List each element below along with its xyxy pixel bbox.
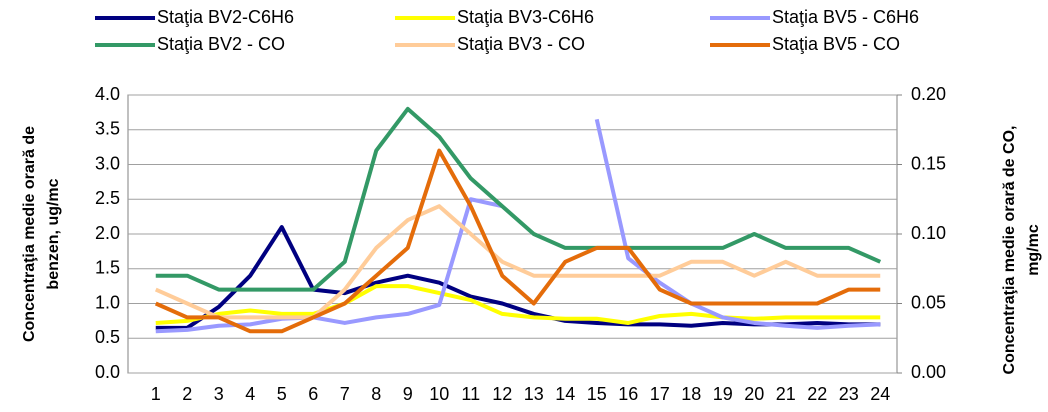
x-tick-label: 12 xyxy=(492,384,512,404)
y-tick-label: 4.0 xyxy=(95,84,120,104)
series-line xyxy=(154,204,881,320)
x-tick-label: 5 xyxy=(277,384,287,404)
legend-label: Staţia BV5 - CO xyxy=(772,34,900,54)
y2-tick-label: 0.05 xyxy=(911,292,946,312)
y-tick-label: 3.0 xyxy=(95,153,120,173)
x-tick-label: 2 xyxy=(182,384,192,404)
y-tick-label: 1.0 xyxy=(95,292,120,312)
x-tick-label: 19 xyxy=(713,384,733,404)
y2-axis-label: Concentraţia medie orară de CO, xyxy=(1001,126,1018,375)
x-tick-label: 17 xyxy=(650,384,670,404)
legend-label: Staţia BV3 - CO xyxy=(457,34,585,54)
x-tick-label: 13 xyxy=(524,384,544,404)
legend-label: Staţia BV2 - CO xyxy=(157,34,285,54)
y2-tick-label: 0.15 xyxy=(911,153,946,173)
x-tick-label: 4 xyxy=(245,384,255,404)
y2-tick-label: 0.20 xyxy=(911,84,946,104)
x-tick-label: 16 xyxy=(618,384,638,404)
x-tick-label: 14 xyxy=(555,384,575,404)
legend-label: Staţia BV2-C6H6 xyxy=(157,7,294,27)
y-tick-label: 2.5 xyxy=(95,188,120,208)
x-tick-label: 10 xyxy=(429,384,449,404)
series-line xyxy=(155,118,881,334)
y-tick-label: 0.0 xyxy=(95,362,120,382)
x-tick-label: 6 xyxy=(308,384,318,404)
x-tick-label: 18 xyxy=(681,384,701,404)
y2-axis-label: mg/mc xyxy=(1025,224,1042,276)
x-tick-label: 24 xyxy=(870,384,890,404)
y-axis-label: benzen, ug/mc xyxy=(45,178,62,289)
x-tick-label: 22 xyxy=(807,384,827,404)
x-tick-label: 9 xyxy=(403,384,413,404)
x-tick-label: 7 xyxy=(340,384,350,404)
y2-tick-label: 0.10 xyxy=(911,223,946,243)
series-line xyxy=(155,106,882,292)
x-tick-label: 1 xyxy=(151,384,161,404)
y2-tick-label: 0.00 xyxy=(911,362,946,382)
x-tick-label: 23 xyxy=(839,384,859,404)
y-axis-label: Concentraţia medie orară de xyxy=(21,126,38,342)
x-tick-label: 21 xyxy=(776,384,796,404)
x-tick-label: 20 xyxy=(744,384,764,404)
y-tick-label: 0.5 xyxy=(95,327,120,347)
legend-label: Staţia BV5 - C6H6 xyxy=(772,7,919,27)
series-line xyxy=(154,148,881,334)
x-tick-label: 15 xyxy=(587,384,607,404)
x-tick-label: 8 xyxy=(371,384,381,404)
x-tick-label: 3 xyxy=(214,384,224,404)
y-tick-label: 1.5 xyxy=(95,258,120,278)
legend-label: Staţia BV3-C6H6 xyxy=(457,7,594,27)
y-tick-label: 2.0 xyxy=(95,223,120,243)
y-tick-label: 3.5 xyxy=(95,119,120,139)
x-tick-label: 11 xyxy=(461,384,480,404)
series-line xyxy=(155,284,881,325)
